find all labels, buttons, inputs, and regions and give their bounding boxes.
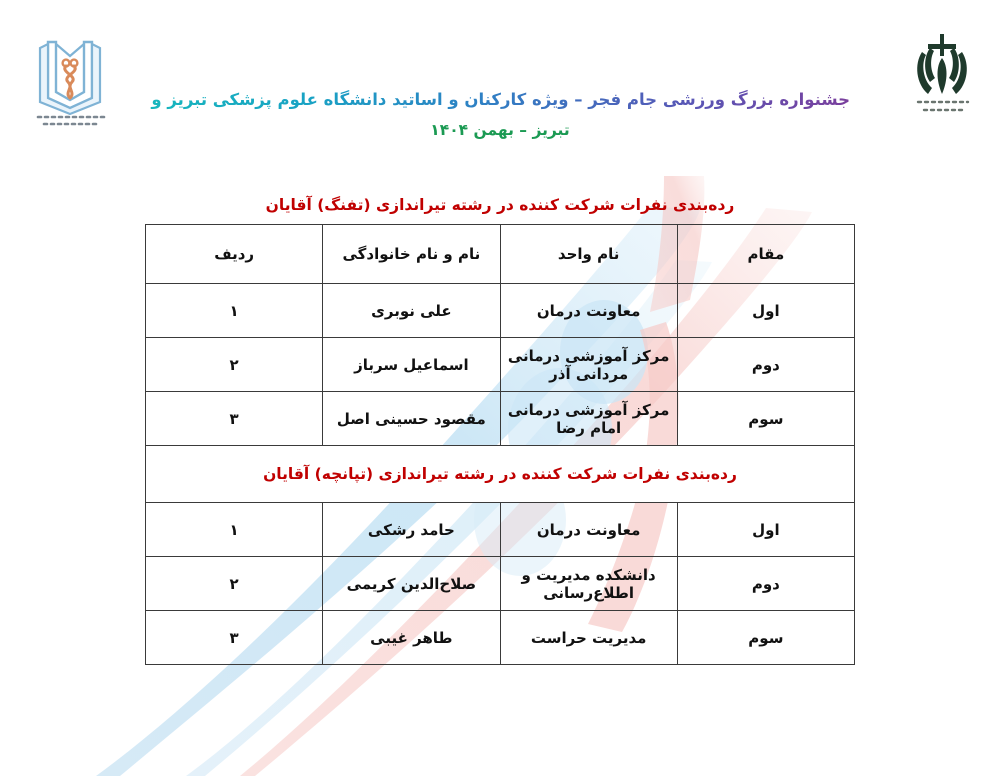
cell-index: ۱ [144,283,324,338]
table-row: اول معاونت درمان علی نوبری ۱ [144,283,856,338]
table-row: دوم دانشکده مدیریت و اطلاع‌رسانی صلاح‌ال… [144,556,856,611]
table-section-heading-row: رده‌بندی نفرات شرکت کننده در رشته تیراند… [145,445,855,503]
cell-rank: سوم [676,391,856,446]
table-row: دوم مرکز آموزشی درمانی مردانی آذر اسماعی… [144,337,856,392]
table-header-row: مقام نام واحد نام و نام خانوادگی ردیف [144,224,856,284]
column-header-name: نام و نام خانوادگی [322,224,501,284]
results-table-head: مقام نام واحد نام و نام خانوادگی ردیف [144,224,856,284]
cell-index: ۳ [144,391,324,446]
open-book-icon [38,40,102,116]
column-header-index: ردیف [144,224,324,284]
results-table: مقام نام واحد نام و نام خانوادگی ردیف او… [144,224,856,665]
tabriz-university-of-medical-sciences-logo [14,22,126,130]
cell-name: طاهر غیبی [322,610,501,665]
cell-name: اسماعیل سرباز [322,337,501,392]
cell-name: مقصود حسینی اصل [322,391,501,446]
cell-index: ۲ [144,337,324,392]
cell-unit: مدیریت حراست [499,610,678,665]
festival-title: جشنواره بزرگ ورزشی جام فجر – ویژه کارکنا… [32,88,850,112]
title-block: جشنواره بزرگ ورزشی جام فجر – ویژه کارکنا… [32,88,850,139]
cell-rank: اول [676,283,856,338]
dna-caduceus-icon [61,58,79,100]
cell-unit: معاونت درمان [499,283,678,338]
cell-rank: دوم [676,337,856,392]
results-table-body: اول معاونت درمان علی نوبری ۱ دوم مرکز آم… [144,283,856,665]
cell-unit: مرکز آموزشی درمانی امام رضا [499,391,678,446]
table-row: سوم مرکز آموزشی درمانی امام رضا مقصود حس… [144,391,856,446]
cell-name: حامد رشکی [322,502,501,557]
iran-emblem-icon [917,34,967,94]
islamic-republic-of-iran-emblem [894,22,990,118]
table-section-heading: رده‌بندی نفرات شرکت کننده در رشته تیراند… [145,445,855,503]
cell-rank: اول [676,502,856,557]
cell-name: علی نوبری [322,283,501,338]
column-header-rank: مقام [676,224,856,284]
cell-unit: معاونت درمان [499,502,678,557]
cell-rank: دوم [676,556,856,611]
cell-name: صلاح‌الدین کریمی [322,556,501,611]
results-area: رده‌بندی نفرات شرکت کننده در رشته تیراند… [135,196,865,665]
cell-index: ۱ [144,502,324,557]
table-row: اول معاونت درمان حامد رشکی ۱ [144,502,856,557]
festival-subtitle: تبریز – بهمن ۱۴۰۴ [430,120,570,139]
logo-left-caption [36,115,106,126]
logo-right-caption [916,100,970,112]
cell-unit: دانشکده مدیریت و اطلاع‌رسانی [499,556,678,611]
results-section-title: رده‌بندی نفرات شرکت کننده در رشته تیراند… [265,196,735,214]
table-row: سوم مدیریت حراست طاهر غیبی ۳ [144,610,856,665]
cell-unit: مرکز آموزشی درمانی مردانی آذر [499,337,678,392]
cell-rank: سوم [676,610,856,665]
cell-index: ۳ [144,610,324,665]
page-header: جشنواره بزرگ ورزشی جام فجر – ویژه کارکنا… [0,0,1000,165]
column-header-unit: نام واحد [499,224,678,284]
cell-index: ۲ [144,556,324,611]
